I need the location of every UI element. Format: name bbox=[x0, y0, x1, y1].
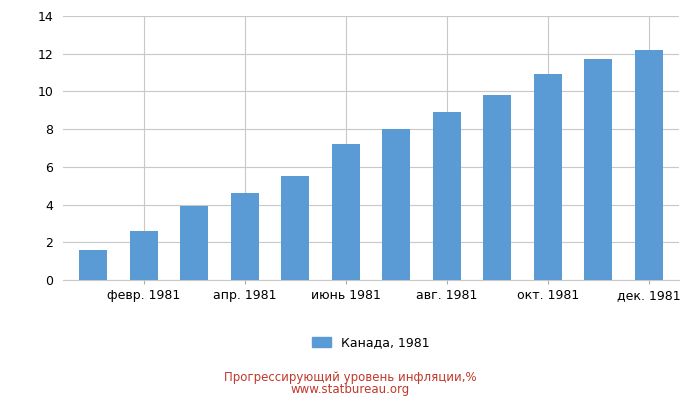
Bar bbox=[181, 206, 208, 280]
Bar bbox=[332, 144, 360, 280]
Bar bbox=[382, 129, 410, 280]
Legend: Канада, 1981: Канада, 1981 bbox=[307, 331, 435, 354]
Bar bbox=[584, 59, 612, 280]
Bar bbox=[635, 50, 663, 280]
Bar bbox=[281, 176, 309, 280]
Bar bbox=[534, 74, 561, 280]
Text: www.statbureau.org: www.statbureau.org bbox=[290, 384, 410, 396]
Bar bbox=[130, 231, 158, 280]
Bar bbox=[433, 112, 461, 280]
Bar bbox=[79, 250, 107, 280]
Bar bbox=[483, 95, 511, 280]
Bar bbox=[231, 193, 259, 280]
Text: Прогрессирующий уровень инфляции,%: Прогрессирующий уровень инфляции,% bbox=[224, 372, 476, 384]
